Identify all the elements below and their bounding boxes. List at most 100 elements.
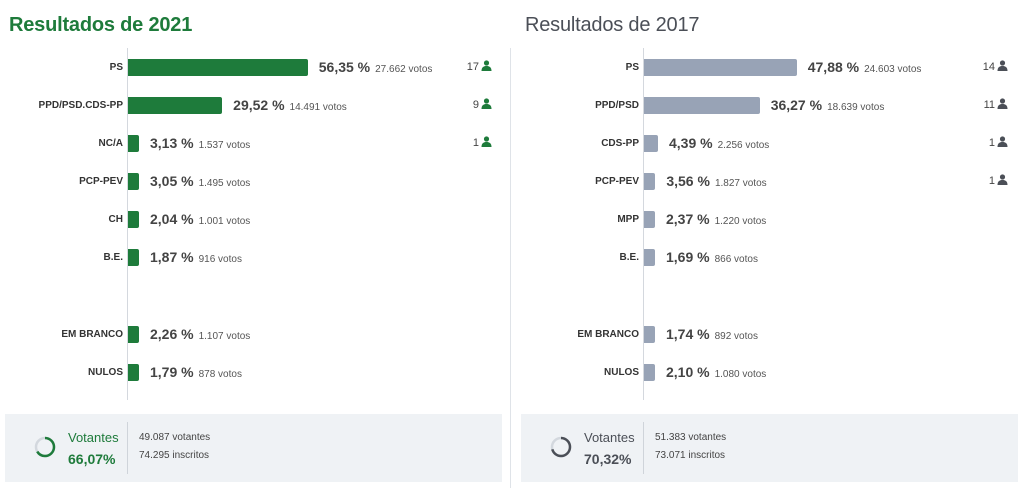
percentage-label: 36,27 % — [770, 97, 823, 113]
turnout-percentage: 66,07% — [68, 451, 116, 467]
votes-label: 18.639 votos — [827, 102, 885, 113]
party-label: NULOS — [604, 367, 639, 378]
bar-row: MPP 2,37 % 1.220 votos — [516, 211, 1024, 231]
percentage-label: 1,79 % — [150, 364, 194, 380]
seats-number: 14 — [982, 61, 995, 73]
percentage-label: 2,04 % — [150, 211, 194, 227]
percentage-label: 3,56 % — [666, 173, 710, 189]
percentage-label: 56,35 % — [318, 59, 371, 75]
bar-row: B.E. 1,87 % 916 votos — [0, 249, 508, 269]
bar — [128, 97, 223, 114]
bar — [644, 173, 656, 190]
turnout-summary: Votantes 66,07% 49.087 votantes 74.295 i… — [5, 414, 502, 482]
votes-label: 878 votos — [198, 369, 242, 380]
party-label: NULOS — [88, 367, 123, 378]
bar-value-label: 36,27 % 18.639 votos — [771, 97, 885, 115]
party-label: PPD/PSD.CDS-PP — [38, 100, 123, 111]
seats-number: 1 — [988, 175, 995, 187]
registered-count: 73.071 inscritos — [655, 450, 726, 461]
results-panel-2021: Resultados de 2021 PS 56,35 % 27.662 votos… — [0, 0, 508, 498]
registered-count: 74.295 inscritos — [139, 450, 210, 461]
bar — [128, 326, 139, 343]
person-icon — [997, 136, 1008, 147]
bar-row: EM BRANCO 1,74 % 892 votos — [516, 326, 1024, 346]
percentage-label: 1,69 % — [666, 249, 710, 265]
voters-count: 51.383 votantes — [655, 432, 727, 443]
voters-count: 49.087 votantes — [139, 432, 211, 443]
seats-number: 1 — [988, 137, 995, 149]
votes-label: 1.080 votos — [714, 369, 767, 380]
seats-number: 1 — [472, 137, 479, 149]
party-label: EM BRANCO — [61, 329, 123, 340]
turnout-summary: Votantes 70,32% 51.383 votantes 73.071 i… — [521, 414, 1018, 482]
seats-count: 1 — [440, 136, 492, 149]
bar — [644, 135, 658, 152]
seats-count: 1 — [956, 174, 1008, 187]
bar — [128, 135, 139, 152]
votes-label: 1.495 votos — [198, 178, 251, 189]
party-label: B.E. — [619, 252, 639, 263]
votes-label: 916 votos — [198, 254, 242, 265]
bar-row: NC/A 3,13 % 1.537 votos 1 — [0, 135, 508, 155]
votes-label: 1.220 votos — [714, 216, 767, 227]
votes-label: 2.256 votos — [717, 140, 770, 151]
person-icon — [481, 136, 492, 147]
percentage-label: 3,13 % — [150, 135, 194, 151]
percentage-label: 3,05 % — [150, 173, 194, 189]
turnout-label: Votantes — [68, 430, 119, 445]
bar-row: CH 2,04 % 1.001 votos — [0, 211, 508, 231]
bar-value-label: 29,52 % 14.491 votos — [233, 97, 347, 115]
bar — [128, 173, 139, 190]
bar-value-label: 2,10 % 1.080 votos — [666, 364, 766, 382]
bar — [128, 211, 139, 228]
bar — [128, 249, 139, 266]
bar-row: PCP-PEV 3,05 % 1.495 votos — [0, 173, 508, 193]
percentage-label: 1,87 % — [150, 249, 194, 265]
seats-number: 9 — [472, 99, 479, 111]
seats-count: 17 — [440, 60, 492, 73]
percentage-label: 47,88 % — [807, 59, 860, 75]
bar — [644, 97, 760, 114]
votes-label: 866 votos — [714, 254, 758, 265]
bar-value-label: 2,37 % 1.220 votos — [666, 211, 766, 229]
bar-value-label: 2,26 % 1.107 votos — [150, 326, 250, 344]
party-label: EM BRANCO — [577, 329, 639, 340]
bar-row: NULOS 2,10 % 1.080 votos — [516, 364, 1024, 384]
panel-divider — [510, 48, 511, 488]
bar-row: PCP-PEV 3,56 % 1.827 votos 1 — [516, 173, 1024, 193]
percentage-label: 29,52 % — [233, 97, 285, 113]
turnout-ring-icon — [550, 436, 572, 458]
votes-label: 1.827 votos — [714, 178, 767, 189]
bar — [644, 59, 797, 76]
seats-count: 14 — [956, 60, 1008, 73]
bar-value-label: 56,35 % 27.662 votos — [319, 59, 433, 77]
bar — [644, 211, 655, 228]
seats-number: 11 — [983, 99, 995, 111]
bar — [644, 326, 655, 343]
results-panel-2017: Resultados de 2017 PS 47,88 % 24.603 votos… — [516, 0, 1024, 498]
person-icon — [997, 174, 1008, 185]
percentage-label: 2,37 % — [666, 211, 710, 227]
party-label: PCP-PEV — [79, 176, 123, 187]
seats-number: 17 — [466, 61, 479, 73]
bar — [128, 364, 139, 381]
party-label: PPD/PSD — [595, 100, 639, 111]
bar — [128, 59, 308, 76]
bar-value-label: 1,74 % 892 votos — [666, 326, 758, 344]
footer-divider — [127, 422, 128, 474]
party-label: PS — [625, 62, 639, 73]
party-label: B.E. — [103, 252, 123, 263]
seats-count: 1 — [956, 136, 1008, 149]
bar-value-label: 3,56 % 1.827 votos — [666, 173, 766, 191]
bar-value-label: 2,04 % 1.001 votos — [150, 211, 250, 229]
chart-axis-line — [127, 48, 128, 400]
panel-title: Resultados de 2021 — [9, 14, 193, 36]
bar-row: PS 47,88 % 24.603 votos 14 — [516, 59, 1024, 79]
seats-count: 11 — [956, 98, 1008, 111]
votes-label: 892 votos — [714, 331, 758, 342]
party-label: PCP-PEV — [595, 176, 639, 187]
bar-row: EM BRANCO 2,26 % 1.107 votos — [0, 326, 508, 346]
votes-label: 1.537 votos — [198, 140, 251, 151]
bar-row: B.E. 1,69 % 866 votos — [516, 249, 1024, 269]
votes-label: 14.491 votos — [289, 102, 347, 113]
